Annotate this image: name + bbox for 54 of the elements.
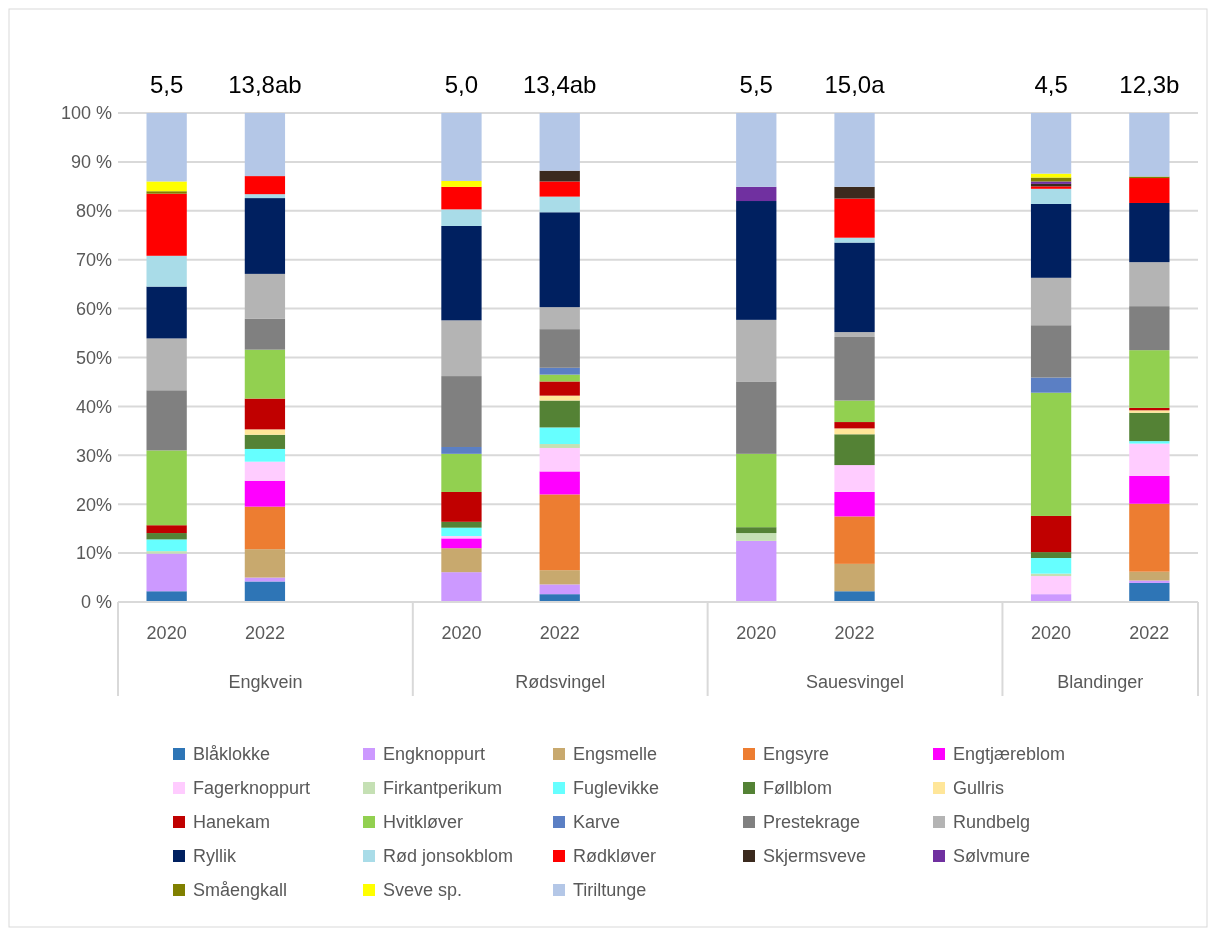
legend-label: Sveve sp. bbox=[383, 880, 463, 901]
legend-label: Rødkløver bbox=[573, 846, 657, 867]
y-tick-label: 0 % bbox=[80, 592, 112, 613]
y-tick-label: 60% bbox=[75, 298, 112, 319]
legend-label: Tiriltunge bbox=[573, 880, 647, 901]
legend-label: Engsyre bbox=[763, 744, 830, 765]
x-tick-label: 2020 bbox=[736, 623, 777, 643]
text: 5,5 bbox=[149, 71, 184, 98]
x-tick-label: 2020 bbox=[1031, 623, 1072, 643]
x-tick-label: 2022 bbox=[244, 623, 285, 643]
legend-label: Fuglevikke bbox=[573, 778, 660, 799]
legend-label: Hanekam bbox=[193, 812, 271, 833]
legend-label: Ryllik bbox=[193, 846, 237, 867]
legend-label: Sølvmure bbox=[953, 846, 1031, 867]
legend-label: Engsmelle bbox=[573, 744, 658, 765]
text: 13,8ab bbox=[228, 71, 302, 98]
legend-label: Hvitkløver bbox=[383, 812, 463, 833]
text: Rødsvingel bbox=[515, 672, 606, 692]
legend-label: Småengkall bbox=[193, 880, 288, 901]
text: Blandinger bbox=[1057, 672, 1144, 692]
legend-label: Fagerknoppurt bbox=[193, 778, 311, 799]
text: 5,0 bbox=[444, 71, 479, 98]
x-tick-label: 2022 bbox=[539, 623, 580, 643]
y-tick-label: 70% bbox=[75, 250, 112, 270]
y-tick-label: 40% bbox=[75, 396, 112, 417]
text: Engkvein bbox=[228, 672, 303, 692]
legend-label: Gullris bbox=[953, 778, 1005, 799]
legend-label: Føllblom bbox=[763, 778, 833, 799]
legend-label: Skjermsveve bbox=[763, 846, 867, 867]
x-tick-label: 2022 bbox=[834, 623, 875, 643]
y-tick-label: 80% bbox=[75, 201, 112, 222]
y-tick-label: 50% bbox=[75, 347, 112, 368]
y-tick-label: 100 % bbox=[60, 103, 112, 124]
y-tick-label: 90 % bbox=[70, 152, 112, 173]
text: 12,3b bbox=[1119, 71, 1180, 98]
legend-label: Rød jonsokblom bbox=[383, 846, 514, 867]
legend-label: Engknoppurt bbox=[383, 744, 486, 765]
legend-label: Prestekrage bbox=[763, 812, 861, 833]
text: 4,5 bbox=[1034, 71, 1068, 98]
legend-label: Rundbelg bbox=[953, 812, 1031, 833]
legend-label: Karve bbox=[573, 812, 621, 833]
legend-label: Blåklokke bbox=[193, 744, 271, 765]
y-tick-label: 10% bbox=[75, 543, 112, 564]
text: 13,4ab bbox=[523, 71, 597, 98]
y-tick-label: 20% bbox=[75, 494, 112, 515]
text: 15,0a bbox=[824, 71, 886, 98]
x-tick-label: 2022 bbox=[1129, 623, 1170, 643]
x-tick-label: 2020 bbox=[441, 623, 482, 643]
text: Sauesvingel bbox=[805, 672, 905, 692]
legend-label: Firkantperikum bbox=[383, 778, 503, 799]
legend-label: Engtjæreblom bbox=[953, 744, 1066, 765]
y-tick-label: 30% bbox=[75, 445, 112, 466]
x-tick-label: 2020 bbox=[146, 623, 187, 643]
text: 5,5 bbox=[739, 71, 773, 98]
